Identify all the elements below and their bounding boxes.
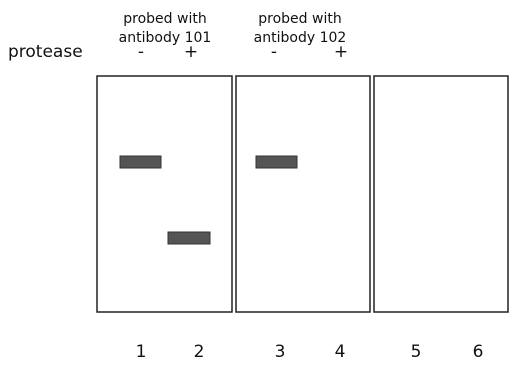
blot-panel [236,76,370,312]
blot-diagram: probed with antibody 101 probed with ant… [0,0,509,372]
protease-sign: + [184,42,198,62]
protease-sign: - [271,42,277,62]
band [120,156,161,168]
band [168,232,210,244]
lane-number: 1 [136,342,147,362]
blot-panel [374,76,508,312]
protease-sign: - [138,42,144,62]
protease-label: protease [8,42,83,62]
lane-number: 6 [473,342,484,362]
lane-number: 3 [275,342,286,362]
lane-number: 4 [335,342,346,362]
protease-sign: + [334,42,348,62]
lane-number: 5 [411,342,422,362]
band [256,156,297,168]
lane-number: 2 [194,342,205,362]
header-line: antibody 102 [254,30,347,46]
header-line: probed with [258,11,341,27]
header-line: probed with [123,11,206,27]
blot-panel [97,76,232,312]
